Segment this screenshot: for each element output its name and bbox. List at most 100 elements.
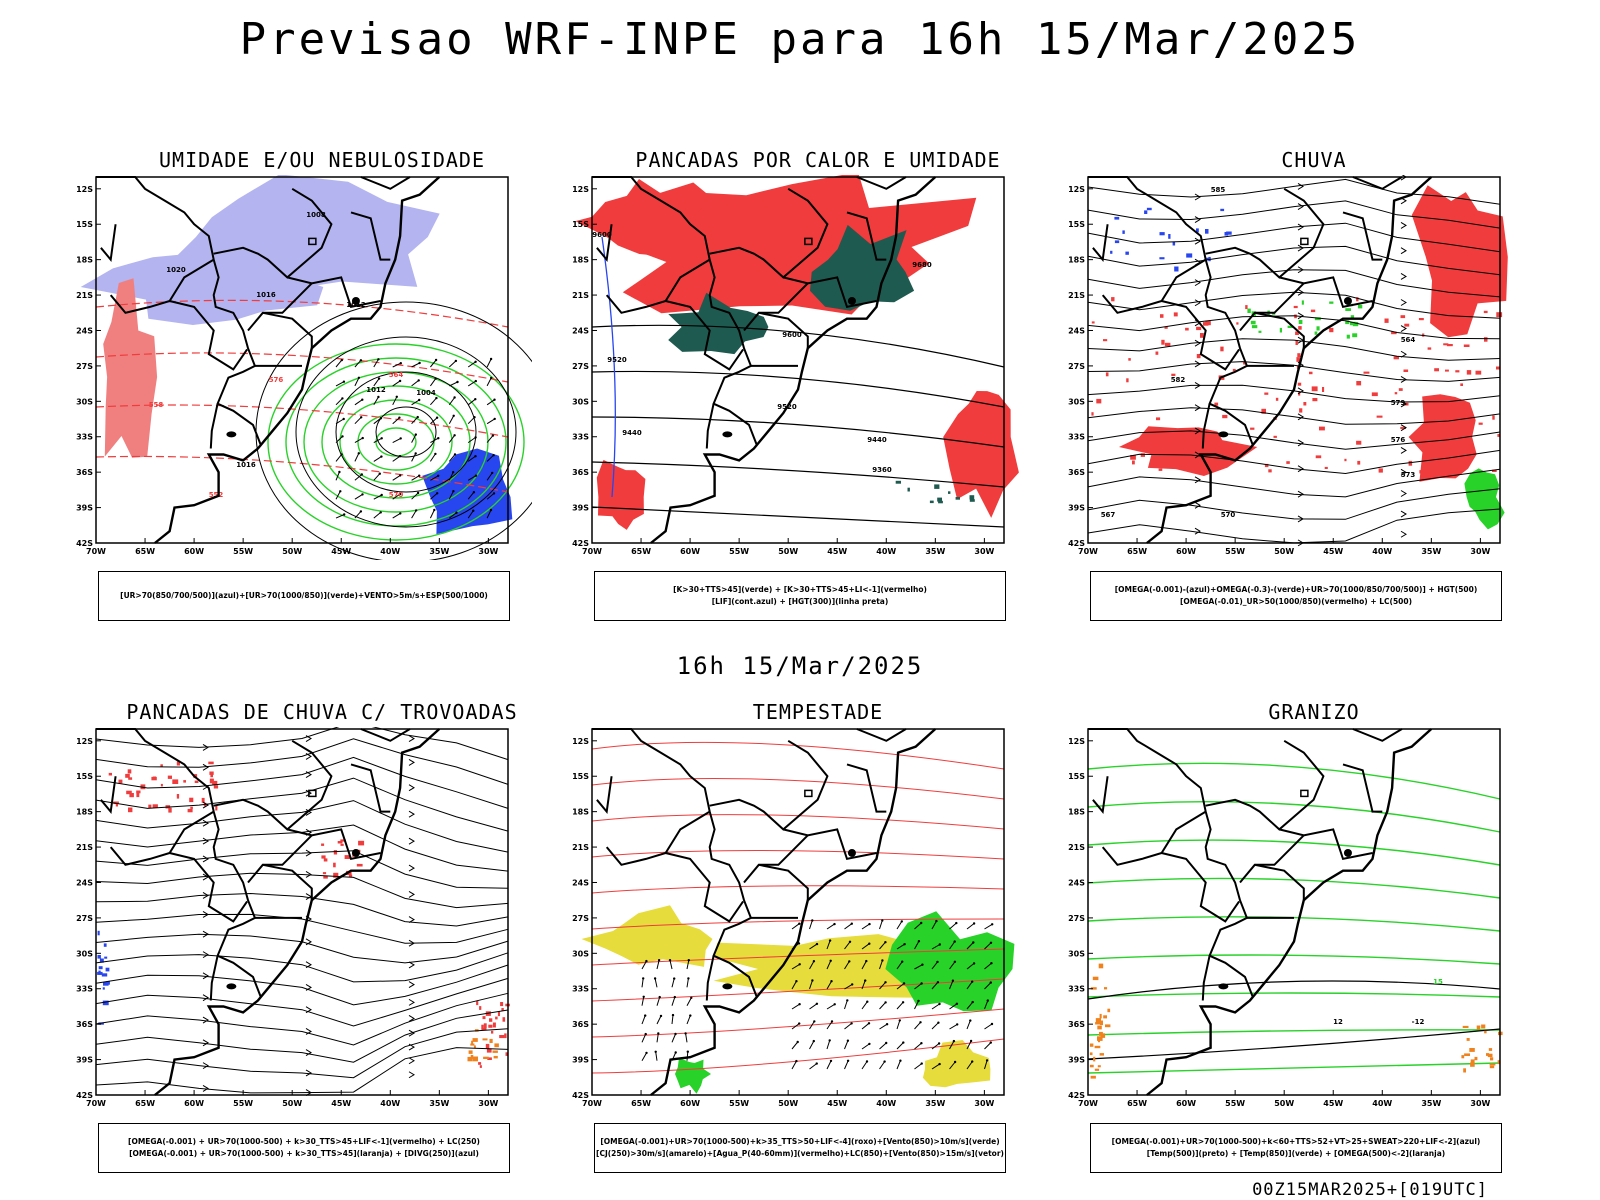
wind-vector: [896, 1042, 904, 1050]
thunder-speck: [183, 780, 186, 783]
wind-vector: [354, 359, 362, 368]
state-border: [709, 187, 829, 279]
wind-vector: [467, 436, 476, 444]
divergence-speck: [101, 973, 108, 977]
hgt500-streamline: [1087, 222, 1501, 253]
wind-vector-head: [341, 397, 344, 400]
streamline-arrow: [1297, 223, 1304, 231]
wind-vector: [844, 1000, 848, 1010]
thunder-speck: [492, 1022, 496, 1028]
lc850-streamline: [591, 885, 1005, 894]
omega500-speck: [1490, 1057, 1494, 1061]
thunder-speck-orange: [472, 1056, 478, 1062]
wind-vector: [879, 1002, 886, 1010]
thunder-speck: [190, 806, 193, 809]
omega500-speck: [1488, 1048, 1493, 1051]
wind-vector-head: [398, 492, 402, 496]
wind-vector: [949, 922, 957, 930]
wind-vector-head: [881, 959, 884, 962]
wind-vector-head: [795, 1059, 798, 1063]
lon-tick-label: 35W: [1421, 547, 1441, 556]
wind-vector: [354, 493, 363, 500]
streamline-arrow: [1400, 299, 1407, 306]
wind-vector-head: [399, 474, 402, 477]
wind-vector-head: [674, 1051, 677, 1054]
wind-vector: [430, 437, 439, 444]
hgt500-streamline: [1087, 269, 1501, 298]
state-border: [1279, 828, 1373, 861]
wind-vector-head: [898, 1019, 901, 1022]
wind-vector-head: [645, 1051, 648, 1055]
thunder-speck-orange: [482, 1038, 488, 1041]
wind-vector-head: [673, 995, 676, 999]
wind-vector: [335, 491, 341, 500]
lon-tick-label: 30W: [1470, 1099, 1490, 1108]
streamline-arrow: [1400, 221, 1407, 229]
heat-humidity-speck: [969, 499, 975, 502]
lon-tick-label: 45W: [331, 1099, 351, 1108]
omega500-speck: [1100, 1033, 1106, 1038]
wind-vector: [949, 1040, 955, 1050]
rain-speck: [1299, 408, 1303, 413]
omega-speck: [1357, 304, 1363, 309]
panel-thunder-showers: PANCADAS DE CHUVA C/ TROVOADAS 12S 15S 18S…: [72, 700, 572, 1200]
heat-humidity-speck: [938, 500, 943, 504]
state-border: [213, 187, 333, 279]
wind-vector: [430, 417, 438, 425]
lat-tick-label: 24S: [572, 326, 589, 335]
wind-vector-head: [971, 1060, 974, 1063]
wind-vector-head: [342, 380, 346, 383]
wind-vector: [335, 514, 345, 519]
streamline-arrow: [305, 871, 312, 878]
wind-vector: [429, 509, 435, 519]
wind-vector: [809, 1040, 815, 1050]
lat-tick-label: 30S: [572, 949, 589, 958]
rain-speck: [1156, 417, 1161, 421]
wind-vector-head: [689, 1014, 692, 1017]
wind-vector-head: [399, 437, 402, 440]
wind-vector: [354, 416, 362, 425]
wind-vector-head: [956, 1023, 959, 1026]
rain-speck: [1492, 415, 1495, 420]
streamline-arrow: [1400, 510, 1407, 518]
legend-line: [OMEGA(-0.001) + UR>70(1000-500) + k>30_…: [129, 1149, 479, 1158]
rain-speck: [1483, 310, 1488, 314]
state-border: [605, 258, 711, 314]
instability-area: [596, 459, 646, 530]
wind-vector-head: [474, 436, 477, 439]
wind-vector-head: [687, 977, 690, 980]
thunder-speck: [481, 1024, 484, 1029]
lc250-streamline: [95, 800, 509, 853]
thickness-contour: [95, 299, 509, 328]
contour-label: 576: [1391, 436, 1406, 444]
contour-label: 570: [1221, 511, 1236, 519]
streamline-arrow: [1297, 312, 1304, 320]
thunder-speck: [108, 772, 112, 776]
contour-label: 564: [1401, 336, 1416, 344]
wind-vector-head: [868, 922, 871, 926]
rain-speck: [1236, 322, 1239, 325]
streamline-arrow: [305, 961, 312, 969]
thunder-speck-orange: [492, 1050, 498, 1053]
streamline-arrow: [1400, 447, 1407, 454]
wind-vector: [914, 922, 922, 930]
lon-tick-label: 55W: [233, 547, 253, 556]
panel-humidity: UMIDADE E/OU NEBULOSIDADE 1008 1012 1016 10…: [72, 148, 572, 648]
thunder-speck: [337, 841, 343, 844]
wind-vector-head: [865, 959, 868, 963]
rain-speck: [1091, 412, 1094, 416]
lat-tick-label: 24S: [1068, 878, 1085, 887]
omega500-speck: [1093, 1056, 1096, 1062]
rain-speck: [1466, 370, 1472, 375]
wind-vector: [411, 362, 420, 368]
wind-vector-head: [674, 1032, 677, 1036]
wind-vector-head: [473, 416, 476, 419]
streamline-arrow: [305, 1006, 312, 1014]
lc850-streamline: [591, 918, 1005, 930]
contour-label: 9600: [782, 331, 802, 339]
streamline-arrow: [305, 1028, 312, 1035]
wind-vector: [826, 960, 832, 970]
streamline-arrow: [408, 735, 415, 743]
wind-vector: [809, 1003, 818, 1010]
wind-vector: [373, 378, 380, 387]
